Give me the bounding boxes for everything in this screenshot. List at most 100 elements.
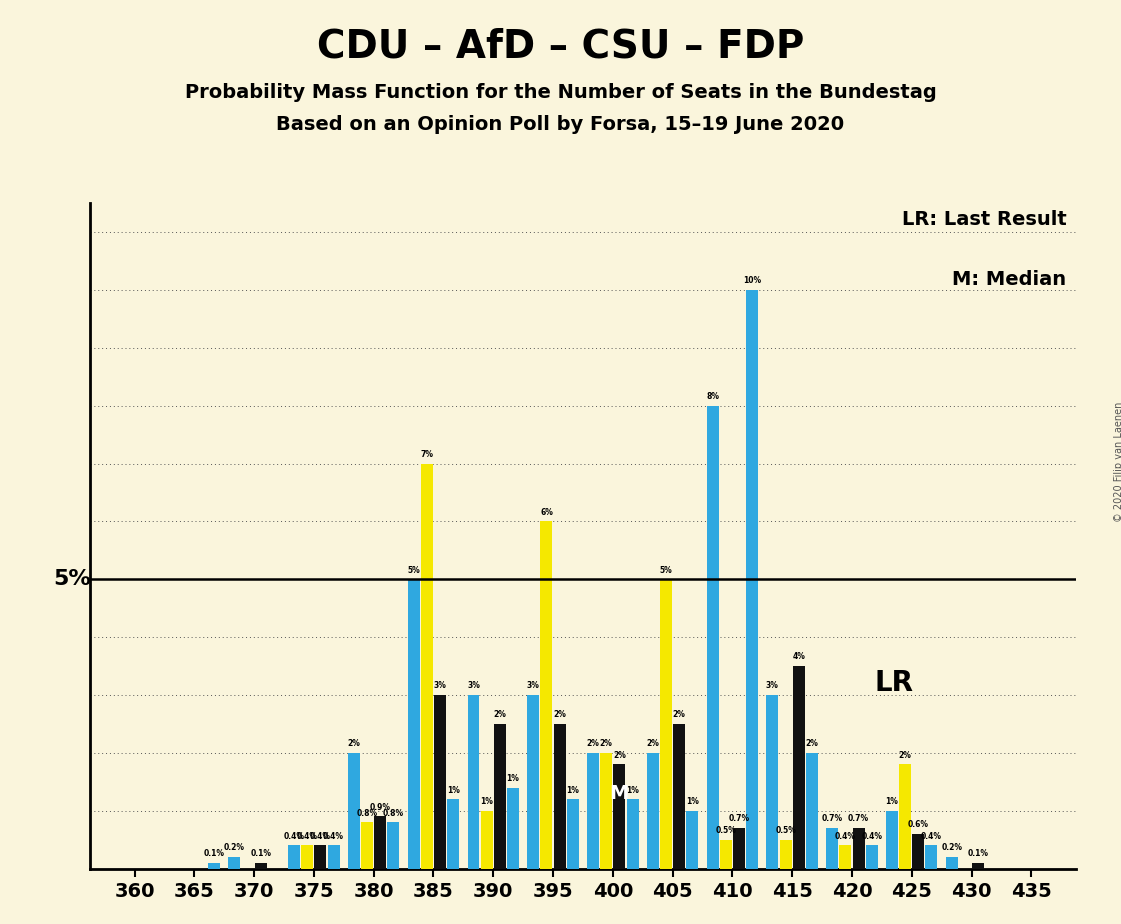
Bar <box>826 828 839 869</box>
Bar <box>733 828 745 869</box>
Bar <box>447 799 460 869</box>
Text: 1%: 1% <box>566 785 580 795</box>
Text: 3%: 3% <box>527 681 539 690</box>
Text: 0.8%: 0.8% <box>383 808 404 818</box>
Bar <box>288 845 300 869</box>
Bar <box>327 845 340 869</box>
Bar <box>779 840 791 869</box>
Bar <box>840 845 851 869</box>
Text: 0.1%: 0.1% <box>967 849 989 858</box>
Text: 0.6%: 0.6% <box>908 821 929 829</box>
Text: 0.9%: 0.9% <box>370 803 391 812</box>
Bar <box>946 857 957 869</box>
Bar <box>747 290 758 869</box>
Text: 2%: 2% <box>553 711 566 719</box>
Text: 2%: 2% <box>647 739 659 748</box>
Bar <box>434 695 446 869</box>
Text: 0.5%: 0.5% <box>775 826 796 835</box>
Bar <box>254 863 267 869</box>
Bar <box>540 521 553 869</box>
Text: 3%: 3% <box>434 681 446 690</box>
Text: M: Median: M: Median <box>952 270 1066 289</box>
Bar <box>972 863 984 869</box>
Text: 1%: 1% <box>507 774 519 783</box>
Text: 0.4%: 0.4% <box>835 832 855 841</box>
Text: 2%: 2% <box>899 751 911 760</box>
Text: 0.2%: 0.2% <box>224 844 244 852</box>
Bar <box>302 845 313 869</box>
Bar <box>494 723 506 869</box>
Text: 6%: 6% <box>540 508 553 517</box>
Bar <box>527 695 539 869</box>
Text: 3%: 3% <box>467 681 480 690</box>
Text: 2%: 2% <box>586 739 600 748</box>
Bar <box>912 833 925 869</box>
Bar <box>806 753 818 869</box>
Bar <box>660 579 671 869</box>
Text: 0.8%: 0.8% <box>356 808 378 818</box>
Text: Probability Mass Function for the Number of Seats in the Bundestag: Probability Mass Function for the Number… <box>185 83 936 103</box>
Text: 0.2%: 0.2% <box>942 844 962 852</box>
Text: 2%: 2% <box>348 739 360 748</box>
Text: 0.4%: 0.4% <box>861 832 882 841</box>
Text: 4%: 4% <box>793 652 805 662</box>
Bar <box>627 799 639 869</box>
Text: © 2020 Filip van Laenen: © 2020 Filip van Laenen <box>1114 402 1121 522</box>
Text: 2%: 2% <box>806 739 818 748</box>
Text: 7%: 7% <box>420 450 434 459</box>
Bar <box>674 723 685 869</box>
Bar <box>374 817 387 869</box>
Bar <box>388 822 399 869</box>
Text: LR: LR <box>874 670 914 698</box>
Text: 2%: 2% <box>613 751 626 760</box>
Bar <box>720 840 732 869</box>
Text: 5%: 5% <box>407 565 420 575</box>
Text: LR: Last Result: LR: Last Result <box>901 210 1066 229</box>
Bar <box>361 822 373 869</box>
Bar <box>507 787 519 869</box>
Text: 0.4%: 0.4% <box>297 832 317 841</box>
Bar <box>647 753 659 869</box>
Bar <box>853 828 864 869</box>
Text: 0.4%: 0.4% <box>921 832 942 841</box>
Text: 1%: 1% <box>686 797 698 806</box>
Text: 0.7%: 0.7% <box>847 814 869 823</box>
Text: 1%: 1% <box>627 785 639 795</box>
Text: CDU – AfD – CSU – FDP: CDU – AfD – CSU – FDP <box>317 28 804 66</box>
Bar <box>315 845 326 869</box>
Text: 0.4%: 0.4% <box>323 832 344 841</box>
Text: 0.1%: 0.1% <box>204 849 224 858</box>
Text: Based on an Opinion Poll by Forsa, 15–19 June 2020: Based on an Opinion Poll by Forsa, 15–19… <box>277 116 844 135</box>
Text: M: M <box>610 784 629 803</box>
Text: 2%: 2% <box>600 739 613 748</box>
Bar <box>567 799 578 869</box>
Bar <box>587 753 599 869</box>
Text: 3%: 3% <box>766 681 779 690</box>
Bar <box>865 845 878 869</box>
Text: 10%: 10% <box>743 276 761 286</box>
Bar <box>899 764 911 869</box>
Text: 0.7%: 0.7% <box>729 814 750 823</box>
Bar <box>481 810 492 869</box>
Bar <box>767 695 778 869</box>
Bar <box>408 579 419 869</box>
Bar <box>229 857 240 869</box>
Bar <box>420 464 433 869</box>
Bar <box>348 753 360 869</box>
Bar <box>686 810 698 869</box>
Bar <box>886 810 898 869</box>
Bar <box>467 695 480 869</box>
Text: 0.1%: 0.1% <box>250 849 271 858</box>
Bar <box>600 753 612 869</box>
Text: 1%: 1% <box>480 797 493 806</box>
Text: 5%: 5% <box>659 565 673 575</box>
Text: 0.4%: 0.4% <box>284 832 305 841</box>
Bar <box>209 863 220 869</box>
Bar <box>613 764 626 869</box>
Bar <box>926 845 937 869</box>
Text: 5%: 5% <box>54 569 92 590</box>
Text: 0.7%: 0.7% <box>822 814 843 823</box>
Bar <box>793 666 805 869</box>
Text: 0.4%: 0.4% <box>311 832 331 841</box>
Bar <box>706 406 719 869</box>
